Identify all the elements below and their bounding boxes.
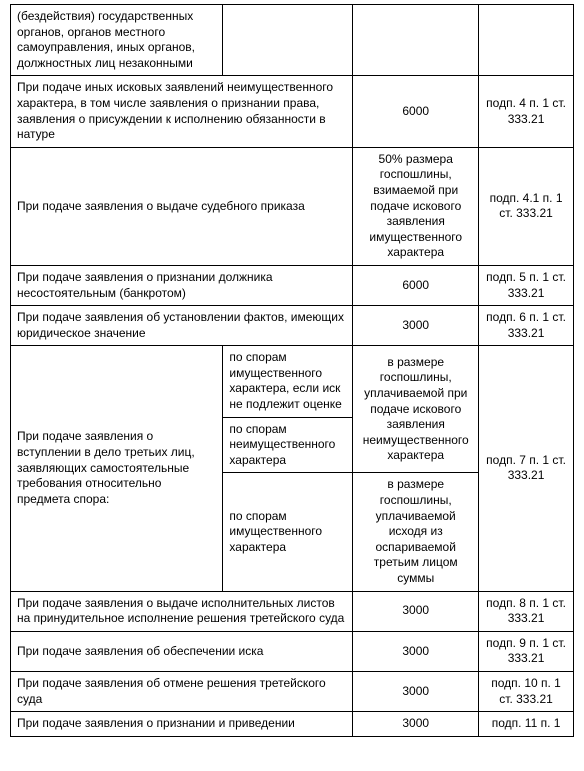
fees-table: (бездействия) государственных органов, о… — [10, 4, 574, 737]
ref-cell: подп. 8 п. 1 ст. 333.21 — [479, 591, 574, 631]
table-row: При подаче заявления об отмене решения т… — [11, 671, 574, 711]
desc-cell: При подаче заявления об отмене решения т… — [11, 671, 353, 711]
amount-cell: в размере госпошлины, уплачиваемой исход… — [353, 473, 479, 591]
ref-cell: подп. 10 п. 1 ст. 333.21 — [479, 671, 574, 711]
desc-cell: При подаче иных исковых заявлений неимущ… — [11, 76, 353, 147]
sub-cell: по спорам имущественного характера — [223, 473, 353, 591]
amount-cell: 3000 — [353, 671, 479, 711]
desc-cell: При подаче заявления о выдаче исполнител… — [11, 591, 353, 631]
ref-cell — [479, 5, 574, 76]
sub-cell: по спорам неимущественного характера — [223, 417, 353, 473]
desc-cell: При подаче заявления о выдаче судебного … — [11, 147, 353, 265]
table-row: При подаче иных исковых заявлений неимущ… — [11, 76, 574, 147]
sub-cell — [223, 5, 353, 76]
amount-cell: 3000 — [353, 306, 479, 346]
desc-cell: При подаче заявления о признании и приве… — [11, 712, 353, 737]
ref-cell: подп. 9 п. 1 ст. 333.21 — [479, 631, 574, 671]
ref-cell: подп. 4.1 п. 1 ст. 333.21 — [479, 147, 574, 265]
table-row: (бездействия) государственных органов, о… — [11, 5, 574, 76]
table-row: При подаче заявления о признании должник… — [11, 265, 574, 305]
desc-cell: При подаче заявления об установлении фак… — [11, 306, 353, 346]
amount-cell: 6000 — [353, 76, 479, 147]
sub-cell: по спорам имущественного характера, если… — [223, 346, 353, 417]
table-row: При подаче заявления об обеспечении иска… — [11, 631, 574, 671]
amount-cell: 50% размера госпошлины, взимаемой при по… — [353, 147, 479, 265]
table-row: При подаче заявления о вступлении в дело… — [11, 346, 574, 417]
ref-cell: подп. 5 п. 1 ст. 333.21 — [479, 265, 574, 305]
amount-cell: 6000 — [353, 265, 479, 305]
table-row: При подаче заявления о выдаче исполнител… — [11, 591, 574, 631]
table-row: При подаче заявления о выдаче судебного … — [11, 147, 574, 265]
amount-cell: 3000 — [353, 712, 479, 737]
amount-cell — [353, 5, 479, 76]
desc-cell: При подаче заявления об обеспечении иска — [11, 631, 353, 671]
ref-cell: подп. 4 п. 1 ст. 333.21 — [479, 76, 574, 147]
amount-cell: в размере госпошлины, уплачиваемой при п… — [353, 346, 479, 473]
ref-cell: подп. 11 п. 1 — [479, 712, 574, 737]
amount-cell: 3000 — [353, 631, 479, 671]
desc-cell: (бездействия) государственных органов, о… — [11, 5, 223, 76]
ref-cell: подп. 7 п. 1 ст. 333.21 — [479, 346, 574, 591]
table-row: При подаче заявления об установлении фак… — [11, 306, 574, 346]
desc-cell: При подаче заявления о вступлении в дело… — [11, 346, 223, 591]
amount-cell: 3000 — [353, 591, 479, 631]
table-row: При подаче заявления о признании и приве… — [11, 712, 574, 737]
desc-cell: При подаче заявления о признании должник… — [11, 265, 353, 305]
ref-cell: подп. 6 п. 1 ст. 333.21 — [479, 306, 574, 346]
